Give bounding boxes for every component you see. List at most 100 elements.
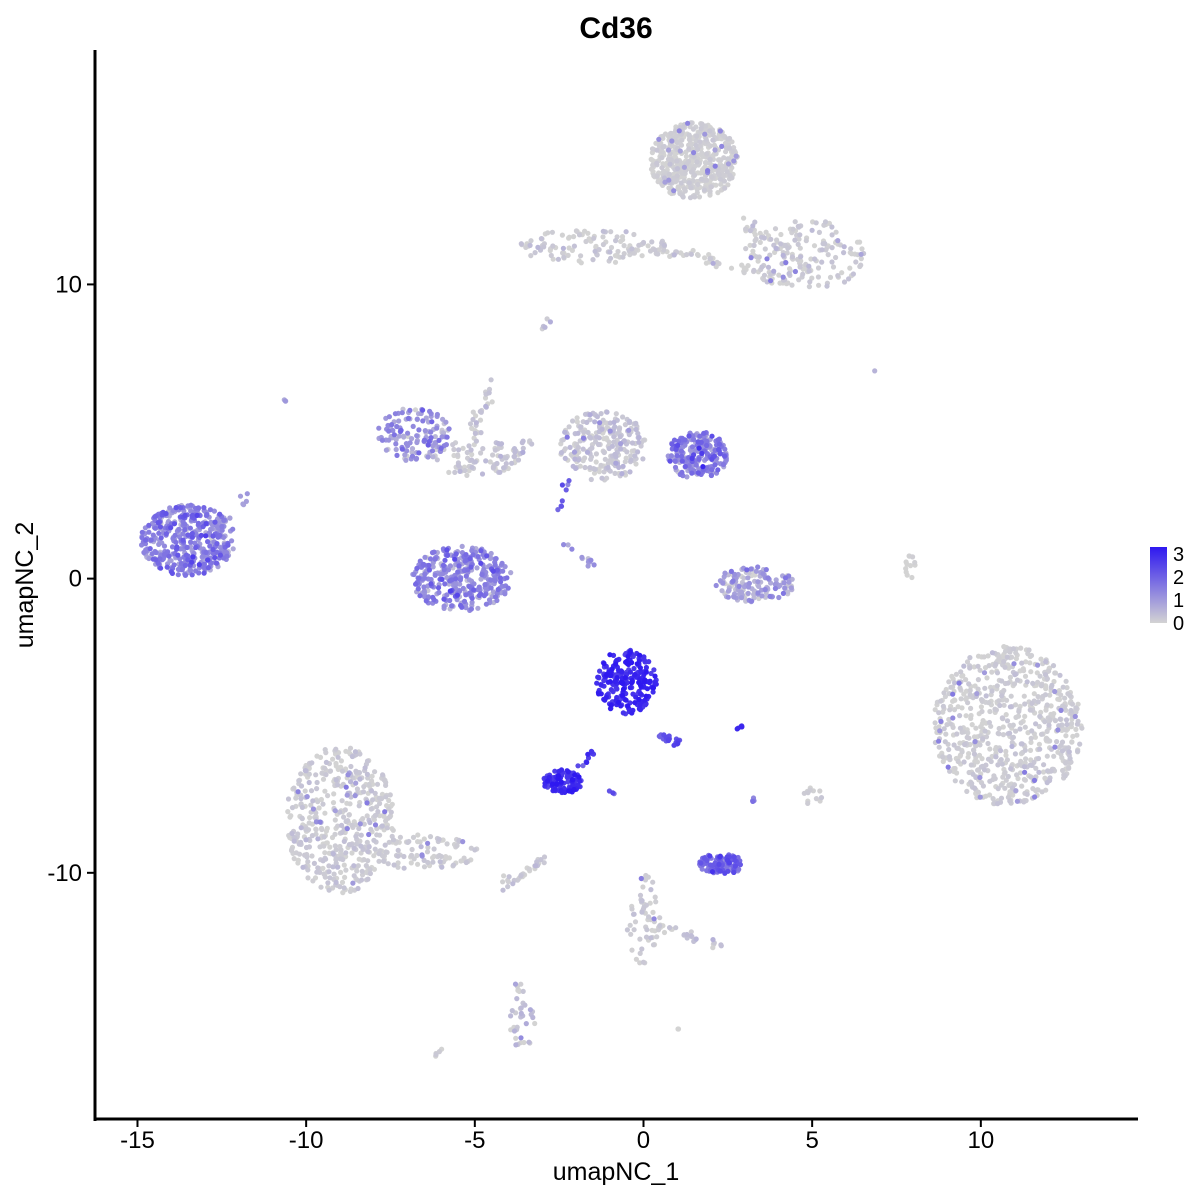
data-point bbox=[195, 520, 202, 527]
data-point bbox=[457, 581, 463, 587]
data-point bbox=[848, 246, 854, 252]
data-point bbox=[427, 408, 433, 414]
data-point bbox=[961, 663, 967, 669]
data-point bbox=[486, 597, 493, 603]
data-point bbox=[994, 683, 1000, 689]
data-point bbox=[627, 922, 633, 928]
data-point bbox=[778, 231, 784, 238]
data-point bbox=[548, 252, 554, 259]
data-point bbox=[691, 172, 698, 178]
data-point bbox=[1019, 741, 1025, 747]
data-point bbox=[488, 550, 494, 557]
data-point bbox=[800, 271, 806, 277]
data-point bbox=[503, 455, 509, 461]
data-point bbox=[478, 548, 484, 554]
data-point bbox=[426, 567, 432, 573]
data-point bbox=[904, 572, 910, 578]
data-point bbox=[751, 267, 757, 273]
data-point bbox=[1035, 699, 1041, 705]
data-point bbox=[237, 493, 244, 499]
data-point bbox=[413, 581, 419, 587]
data-point bbox=[589, 445, 595, 451]
data-point bbox=[682, 188, 688, 194]
data-point bbox=[493, 556, 499, 562]
data-point bbox=[146, 555, 152, 562]
data-point bbox=[365, 849, 371, 855]
data-point bbox=[571, 786, 577, 793]
data-point bbox=[957, 685, 963, 691]
data-point bbox=[1059, 748, 1066, 754]
data-point bbox=[608, 255, 614, 261]
data-point bbox=[372, 769, 378, 775]
data-point bbox=[678, 142, 685, 148]
data-point bbox=[684, 931, 690, 938]
data-point bbox=[515, 987, 521, 994]
data-point bbox=[337, 809, 343, 815]
data-point bbox=[731, 158, 737, 164]
data-point bbox=[645, 243, 651, 249]
data-point bbox=[1005, 773, 1011, 780]
data-point bbox=[1066, 749, 1072, 755]
data-point bbox=[975, 677, 982, 683]
data-point bbox=[1045, 768, 1051, 774]
data-point bbox=[354, 868, 360, 874]
data-point bbox=[421, 588, 427, 594]
data-point bbox=[827, 274, 834, 280]
data-point bbox=[291, 856, 297, 862]
data-point bbox=[617, 434, 623, 440]
data-point bbox=[684, 474, 690, 480]
data-point bbox=[437, 859, 443, 865]
data-point bbox=[374, 781, 381, 787]
data-point bbox=[461, 598, 468, 605]
data-point bbox=[632, 672, 638, 678]
data-point bbox=[481, 566, 487, 573]
data-point bbox=[1059, 739, 1066, 745]
data-point bbox=[741, 270, 747, 276]
data-point bbox=[571, 234, 577, 240]
data-point bbox=[607, 428, 613, 434]
data-point bbox=[1063, 678, 1069, 684]
data-point bbox=[952, 765, 958, 772]
data-point bbox=[143, 537, 149, 543]
data-point bbox=[971, 751, 978, 757]
data-point bbox=[694, 159, 700, 165]
data-point bbox=[376, 858, 382, 864]
data-point bbox=[701, 187, 708, 193]
data-point bbox=[611, 439, 617, 445]
data-point bbox=[383, 447, 389, 453]
data-point bbox=[490, 452, 496, 458]
data-point bbox=[545, 230, 551, 236]
data-point bbox=[588, 557, 594, 563]
legend-tick-label: 3 bbox=[1173, 544, 1184, 566]
data-point bbox=[214, 549, 220, 555]
data-point bbox=[395, 860, 401, 866]
data-point bbox=[343, 784, 349, 790]
data-point bbox=[410, 834, 417, 841]
data-point bbox=[187, 566, 193, 573]
data-point bbox=[1041, 762, 1047, 768]
data-point bbox=[817, 788, 823, 794]
data-point bbox=[720, 580, 726, 586]
data-point bbox=[945, 764, 951, 770]
data-point bbox=[718, 942, 724, 948]
data-point bbox=[643, 934, 650, 940]
data-point bbox=[343, 748, 349, 754]
data-point bbox=[420, 407, 426, 413]
data-point bbox=[763, 567, 769, 573]
data-point bbox=[611, 419, 617, 425]
data-point bbox=[363, 863, 369, 869]
data-point bbox=[936, 738, 942, 744]
data-point bbox=[1007, 649, 1013, 655]
data-point bbox=[182, 562, 188, 569]
data-point bbox=[520, 445, 526, 451]
data-point bbox=[946, 716, 952, 723]
data-point bbox=[308, 788, 315, 794]
data-point bbox=[1021, 764, 1027, 770]
data-point bbox=[686, 132, 692, 138]
data-point bbox=[339, 768, 346, 774]
data-point bbox=[478, 591, 484, 597]
data-point bbox=[479, 471, 486, 477]
legend-tick-label: 1 bbox=[1173, 590, 1184, 612]
data-point bbox=[489, 399, 495, 405]
